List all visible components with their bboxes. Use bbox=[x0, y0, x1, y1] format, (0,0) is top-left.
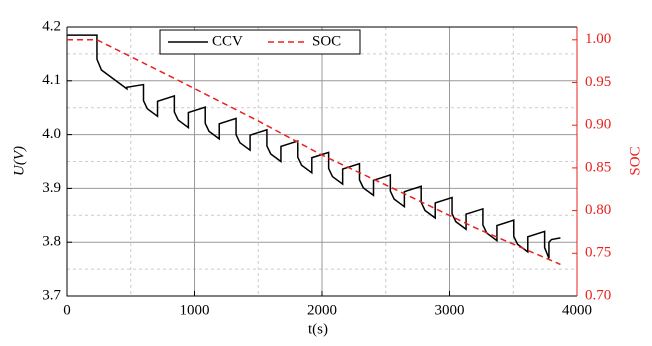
y2-axis-label: SOC bbox=[627, 146, 643, 175]
y2-tick-label: 1.00 bbox=[585, 31, 611, 47]
y2-tick-label: 0.70 bbox=[585, 287, 611, 303]
y2-tick-label: 0.85 bbox=[585, 159, 611, 175]
y2-tick-label: 0.75 bbox=[585, 245, 611, 261]
x-tick-label: 0 bbox=[63, 302, 71, 318]
axes-frame bbox=[66, 27, 577, 297]
series-line bbox=[67, 34, 561, 259]
x-tick-label: 4000 bbox=[562, 302, 592, 318]
y-axis-label: U(V) bbox=[11, 146, 27, 176]
y-tick-label: 3.8 bbox=[42, 234, 61, 250]
x-tick-label: 2000 bbox=[307, 302, 337, 318]
y2-tick-label: 0.95 bbox=[585, 74, 611, 90]
y-tick-label: 4.0 bbox=[42, 126, 61, 142]
legend-label: CCV bbox=[212, 33, 243, 49]
y-tick-label: 3.7 bbox=[42, 287, 61, 303]
x-tick-label: 1000 bbox=[180, 302, 210, 318]
y2-tick-label: 0.80 bbox=[585, 202, 611, 218]
series-line bbox=[67, 39, 561, 266]
y-tick-label: 4.2 bbox=[42, 18, 61, 34]
y-tick-label: 4.1 bbox=[42, 72, 61, 88]
y2-tick-label: 0.90 bbox=[585, 117, 611, 133]
x-tick-label: 3000 bbox=[435, 302, 465, 318]
x-axis-label: t(s) bbox=[308, 321, 328, 337]
legend-label: SOC bbox=[312, 33, 341, 49]
y-tick-label: 3.9 bbox=[42, 180, 61, 196]
